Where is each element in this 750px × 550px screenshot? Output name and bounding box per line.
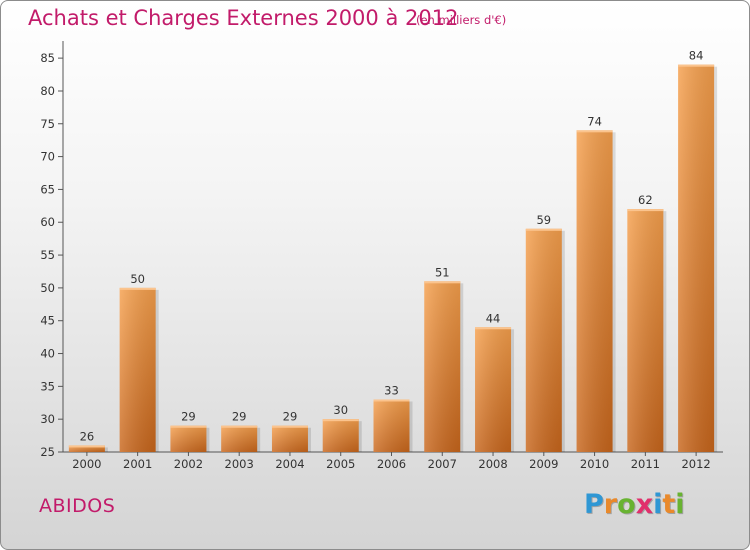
x-tick-label-2001: 2001	[123, 457, 152, 471]
value-label-2009: 59	[536, 213, 551, 227]
y-tick-label: 35	[40, 379, 55, 393]
y-tick-label: 80	[40, 84, 55, 98]
logo-letter: o	[617, 489, 636, 520]
value-label-2002: 29	[181, 410, 196, 424]
y-tick-label: 75	[40, 117, 55, 131]
value-label-2001: 50	[130, 272, 145, 286]
bar-sheen	[627, 209, 664, 452]
x-tick-label-2010: 2010	[580, 457, 609, 471]
y-tick-label: 50	[40, 281, 55, 295]
logo-letter: i	[675, 489, 685, 520]
value-label-2003: 29	[232, 410, 247, 424]
bar-cap	[170, 425, 207, 428]
x-tick-label-2003: 2003	[225, 457, 254, 471]
bar-sheen	[119, 287, 156, 452]
x-tick-label-2006: 2006	[377, 457, 406, 471]
logo-letter: i	[653, 489, 663, 520]
value-label-2012: 84	[689, 49, 704, 63]
bar-sheen	[322, 419, 359, 452]
y-tick-label: 85	[40, 51, 55, 65]
bar-cap	[119, 287, 156, 290]
value-label-2004: 29	[283, 410, 298, 424]
value-label-2005: 30	[333, 403, 348, 417]
bar-sheen	[271, 425, 308, 452]
bar-cap	[271, 425, 308, 428]
x-tick-label-2007: 2007	[428, 457, 457, 471]
bar-sheen	[221, 425, 258, 452]
bar-sheen	[678, 64, 715, 453]
value-label-2007: 51	[435, 265, 450, 279]
y-tick-label: 25	[40, 445, 55, 459]
bar-cap	[576, 130, 613, 133]
y-tick-label: 55	[40, 248, 55, 262]
x-tick-label-2002: 2002	[174, 457, 203, 471]
bar-sheen	[68, 445, 105, 452]
logo-letter: P	[584, 489, 604, 520]
x-tick-label-2008: 2008	[478, 457, 507, 471]
bar-cap	[68, 445, 105, 448]
logo-letter: t	[662, 489, 676, 520]
bar-cap	[627, 209, 664, 212]
bar-cap	[322, 419, 359, 422]
logo-letter: r	[603, 489, 618, 520]
bar-cap	[525, 228, 562, 231]
bar-cap	[221, 425, 258, 428]
logo-letter: x	[635, 489, 654, 520]
value-label-2000: 26	[80, 429, 95, 443]
bar-cap	[373, 399, 410, 402]
chart-title: Achats et Charges Externes 2000 à 2012	[28, 6, 459, 30]
bar-cap	[475, 327, 512, 330]
x-tick-label-2005: 2005	[326, 457, 355, 471]
y-tick-label: 60	[40, 215, 55, 229]
bar-sheen	[170, 425, 207, 452]
y-tick-label: 40	[40, 347, 55, 361]
y-tick-label: 65	[40, 182, 55, 196]
value-label-2010: 74	[587, 114, 602, 128]
proxiti-logo: Proxiti	[584, 489, 685, 520]
bar-sheen	[424, 281, 461, 452]
x-tick-label-2004: 2004	[275, 457, 304, 471]
bar-cap	[424, 281, 461, 284]
bar-sheen	[475, 327, 512, 452]
commune-name: ABIDOS	[39, 495, 116, 517]
x-tick-label-2012: 2012	[681, 457, 710, 471]
bar-sheen	[373, 399, 410, 452]
y-tick-label: 30	[40, 412, 55, 426]
value-label-2008: 44	[486, 311, 501, 325]
x-tick-label-2000: 2000	[72, 457, 101, 471]
x-tick-label-2011: 2011	[631, 457, 660, 471]
chart-subtitle: (en milliers d'€)	[416, 13, 507, 27]
value-label-2006: 33	[384, 383, 399, 397]
bar-cap	[678, 64, 715, 67]
y-tick-label: 70	[40, 150, 55, 164]
bar-sheen	[576, 130, 613, 452]
x-tick-label-2009: 2009	[529, 457, 558, 471]
y-tick-label: 45	[40, 314, 55, 328]
value-label-2011: 62	[638, 193, 653, 207]
bar-sheen	[525, 228, 562, 452]
